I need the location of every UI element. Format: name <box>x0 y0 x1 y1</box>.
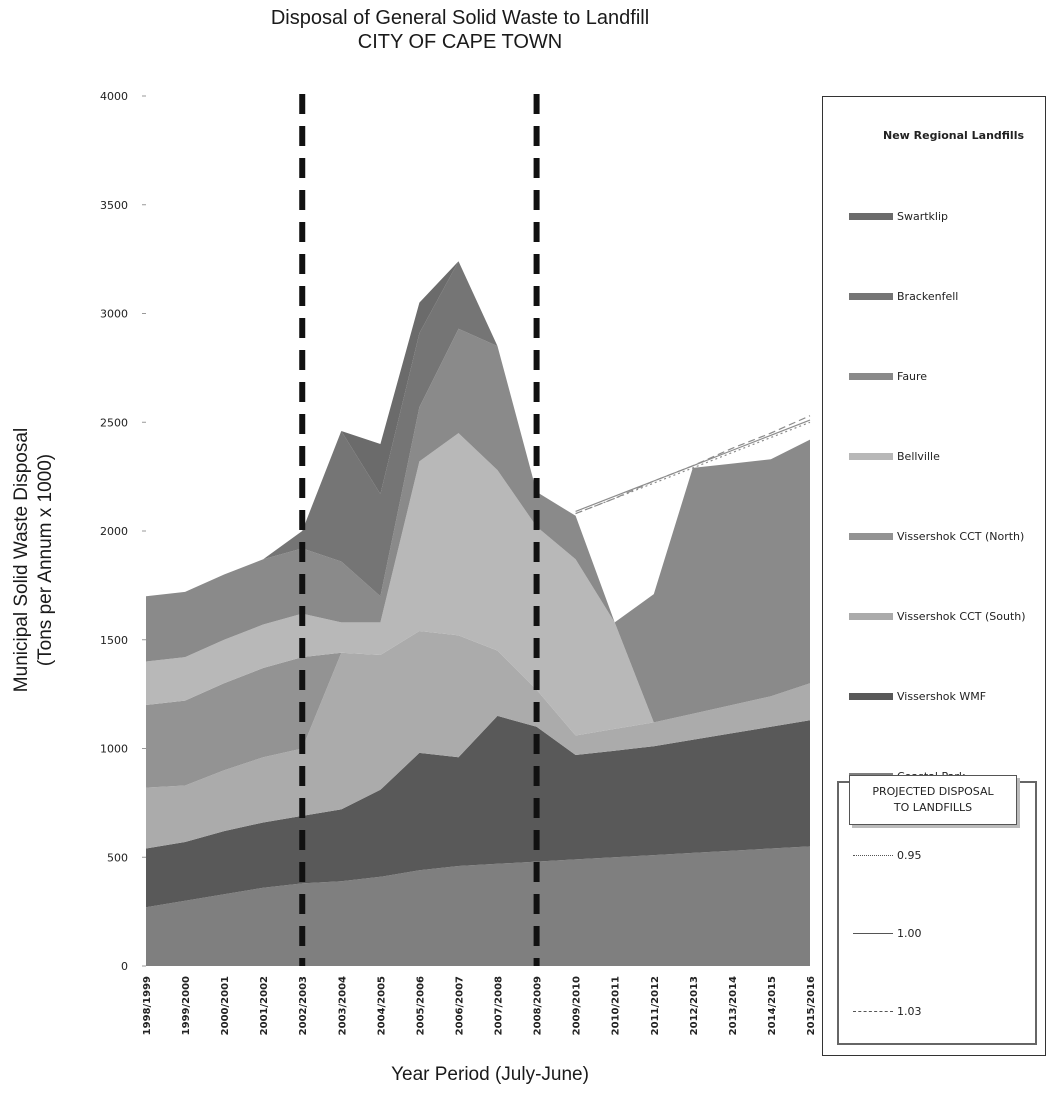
projection-heading-line2: TO LANDFILLS <box>893 801 973 814</box>
x-axis-label: Year Period (July-June) <box>391 1064 589 1085</box>
legend-swatch <box>849 452 893 460</box>
x-tick-label-12: 2010/2011 <box>611 976 622 1035</box>
y-tick-label-3: 1500 <box>100 634 128 647</box>
legend-label: Vissershok CCT (North) <box>897 529 1025 543</box>
legend-label: Faure <box>897 369 928 383</box>
legend-label: Bellville <box>897 449 940 463</box>
x-tick-label-6: 2004/2005 <box>376 976 387 1035</box>
projection-legend-label: 0.95 <box>897 849 922 862</box>
x-tick-label-2: 2000/2001 <box>220 976 231 1035</box>
y-tick-label-6: 3000 <box>100 308 128 321</box>
projection-line-0 <box>575 421 811 515</box>
x-tick-label-16: 2014/2015 <box>767 976 778 1035</box>
legend-heading: New Regional Landfills <box>883 129 1025 142</box>
x-tick-label-11: 2009/2010 <box>572 976 583 1035</box>
legend-swatch <box>849 692 893 700</box>
y-tick-label-7: 3500 <box>100 199 128 212</box>
x-tick-label-0: 1998/1999 <box>142 976 153 1035</box>
legend: New Regional Landfills Swartklip Brackenf… <box>822 96 1046 1056</box>
chart-title-block: Disposal of General Solid Waste to Landf… <box>180 6 740 54</box>
projection-legend: PROJECTED DISPOSAL TO LANDFILLS 0.95 1.00… <box>837 775 1037 1045</box>
projection-legend-line <box>853 855 893 856</box>
legend-label: Vissershok CCT (South) <box>897 609 1026 623</box>
area-series-4 <box>146 433 810 736</box>
legend-label: Swartklip <box>897 209 949 223</box>
y-tick-label-4: 2000 <box>100 525 128 538</box>
area-series-6 <box>146 261 810 623</box>
x-tick-label-4: 2002/2003 <box>298 976 309 1035</box>
legend-label: Vissershok WMF <box>897 689 987 703</box>
legend-swatch <box>849 292 893 300</box>
projection-legend-label: 1.00 <box>897 927 922 940</box>
chart-title: Disposal of General Solid Waste to Landf… <box>270 7 650 29</box>
x-tick-label-15: 2013/2014 <box>728 976 739 1035</box>
projection-legend-label: 1.03 <box>897 1005 922 1018</box>
y-tick-label-2: 1000 <box>100 743 128 756</box>
legend-item: Swartklip <box>849 209 948 223</box>
x-tick-label-3: 2001/2002 <box>259 976 270 1035</box>
projection-legend-line <box>853 1011 893 1012</box>
legend-swatch <box>849 612 893 620</box>
area-series-5 <box>146 328 810 723</box>
legend-item: Bellville <box>849 449 940 463</box>
y-tick-label-8: 4000 <box>100 90 128 103</box>
legend-item: Vissershok WMF <box>849 689 986 703</box>
projection-legend-heading: PROJECTED DISPOSAL TO LANDFILLS <box>849 775 1017 825</box>
area-series-0 <box>146 846 810 966</box>
legend-swatch <box>849 372 893 380</box>
x-tick-label-9: 2007/2008 <box>494 976 505 1035</box>
x-tick-label-14: 2012/2013 <box>689 976 700 1035</box>
projection-legend-line <box>853 933 893 934</box>
legend-item: Vissershok CCT (South) <box>849 609 1026 623</box>
projection-legend-item: 1.03 <box>853 1005 922 1018</box>
legend-swatch <box>849 532 893 540</box>
y-tick-label-0: 0 <box>121 960 128 973</box>
area-series-3 <box>146 631 810 788</box>
area-series-2 <box>146 631 810 849</box>
legend-item: Brackenfell <box>849 289 958 303</box>
legend-label: Brackenfell <box>897 289 959 303</box>
x-tick-label-10: 2008/2009 <box>533 976 544 1035</box>
x-tick-label-13: 2011/2012 <box>650 976 661 1035</box>
x-tick-label-7: 2005/2006 <box>415 976 426 1035</box>
chart-plot: 0 500 1000 1500 2000 2500 3000 3500 4000 1998/199… <box>100 90 817 1035</box>
area-series-1 <box>146 715 810 908</box>
legend-item: Faure <box>849 369 927 383</box>
chart-subtitle: CITY OF CAPE TOWN <box>357 31 563 53</box>
legend-swatch <box>849 212 893 220</box>
projection-legend-item: 0.95 <box>853 849 922 862</box>
projection-heading-line1: PROJECTED DISPOSAL <box>872 785 994 798</box>
x-tick-label-17: 2015/2016 <box>806 976 817 1035</box>
x-tick-label-1: 1999/2000 <box>181 976 192 1035</box>
y-tick-label-1: 500 <box>107 851 128 864</box>
projection-line-2 <box>575 415 811 515</box>
legend-item: Vissershok CCT (North) <box>849 529 1024 543</box>
y-tick-label-5: 2500 <box>100 416 128 429</box>
x-tick-label-5: 2003/2004 <box>337 976 348 1035</box>
projection-legend-item: 1.00 <box>853 927 922 940</box>
x-tick-label-8: 2006/2007 <box>454 976 465 1035</box>
